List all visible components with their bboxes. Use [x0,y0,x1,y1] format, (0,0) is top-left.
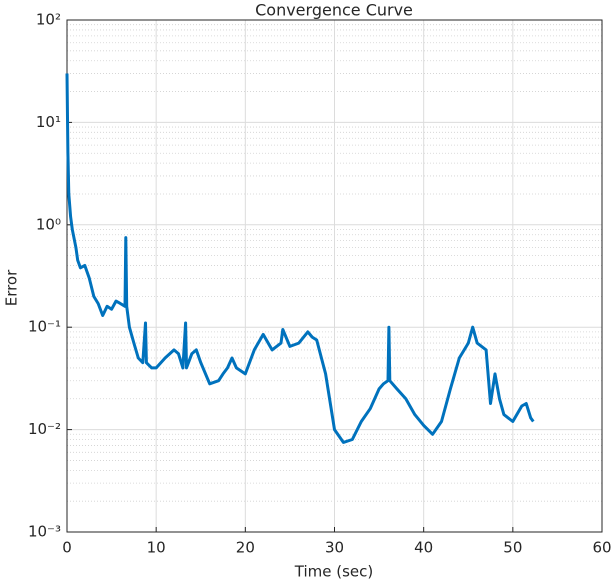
x-tick-label: 0 [62,539,72,557]
chart-title: Convergence Curve [255,1,413,20]
y-tick-label: 10⁻² [28,420,61,438]
x-tick-label: 10 [147,539,166,557]
y-tick-label: 10² [36,11,61,29]
x-tick-label: 60 [592,539,611,557]
plot-frame [66,19,603,533]
y-tick-label: 10⁻³ [28,523,61,541]
x-axis-label: Time (sec) [294,563,373,581]
x-tick-label: 50 [503,539,522,557]
x-tick-label: 40 [414,539,433,557]
y-tick-label: 10¹ [36,113,61,131]
y-axis-label: Error [3,269,21,306]
y-tick-label: 10⁻¹ [28,318,61,336]
x-tick-label: 30 [325,539,344,557]
data-line [65,73,535,444]
y-tick-label: 10⁰ [36,215,61,233]
x-tick-label: 20 [236,539,255,557]
